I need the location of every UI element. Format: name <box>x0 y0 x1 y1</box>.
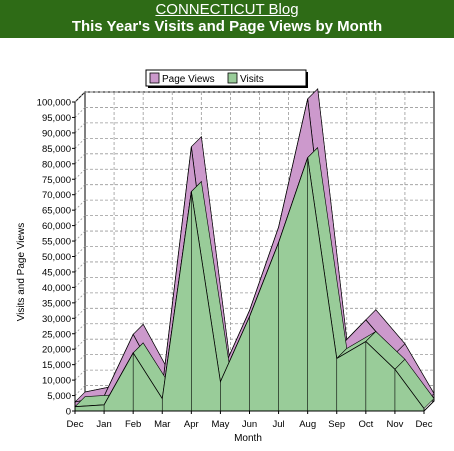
chart-title: This Year's Visits and Page Views by Mon… <box>71 18 383 35</box>
y-tick-label: 25,000 <box>42 329 71 340</box>
y-tick-label: 85,000 <box>42 144 71 155</box>
x-tick-label: Apr <box>184 419 199 430</box>
y-tick-label: 35,000 <box>42 298 71 309</box>
y-tick-label: 90,000 <box>42 128 71 139</box>
legend: Page Views Visits <box>145 69 308 88</box>
header-bar: CONNECTICUT Blog This Year's Visits and … <box>0 0 454 38</box>
legend-label: Page Views <box>162 74 215 85</box>
y-tick-label: 55,000 <box>42 237 71 248</box>
data-areas <box>74 87 435 412</box>
x-tick-label: Dec <box>416 419 433 430</box>
y-tick-label: 100,000 <box>37 98 71 109</box>
y-axis-label: Visits and Page Views <box>16 223 27 322</box>
y-tick-label: 45,000 <box>42 267 71 278</box>
x-tick-label: May <box>211 419 229 430</box>
y-tick-label: 40,000 <box>42 283 71 294</box>
x-axis-label: Month <box>234 433 262 444</box>
x-tick-label: Sep <box>328 419 345 430</box>
y-tick-label: 50,000 <box>42 252 71 263</box>
y-tick-labels: 0 5,000 10,000 15,000 20,000 25,000 30,000 35,0… <box>37 98 75 418</box>
y-tick-label: 65,000 <box>42 206 71 217</box>
x-tick-label: Dec <box>67 419 84 430</box>
x-tick-label: Jul <box>273 419 285 430</box>
x-tick-label: Feb <box>125 419 141 430</box>
x-tick-label: Mar <box>154 419 170 430</box>
y-tick-label: 75,000 <box>42 175 71 186</box>
legend-swatch <box>149 72 160 84</box>
y-tick-label: 5,000 <box>47 391 71 402</box>
legend-label: Visits <box>240 74 264 85</box>
y-tick-label: 20,000 <box>42 345 71 356</box>
y-tick-label: 30,000 <box>42 314 71 325</box>
legend-swatch <box>227 72 238 84</box>
y-tick-label: 60,000 <box>42 221 71 232</box>
blog-title-link[interactable]: CONNECTICUT Blog <box>155 1 299 18</box>
x-tick-label: Oct <box>358 419 373 430</box>
y-tick-label: 95,000 <box>42 113 71 124</box>
x-tick-label: Jan <box>96 419 111 430</box>
x-tick-label: Nov <box>386 419 403 430</box>
x-axis-depth <box>423 400 435 412</box>
y-tick-label: 10,000 <box>42 376 71 387</box>
x-tick-label: Aug <box>299 419 316 430</box>
y-tick-label: 0 <box>66 407 71 418</box>
y-tick-label: 80,000 <box>42 159 71 170</box>
x-tick-label: Jun <box>242 419 257 430</box>
legend-box <box>145 69 307 87</box>
y-tick-label: 70,000 <box>42 190 71 201</box>
x-tick-labels: Dec Jan Feb Mar Apr May Jun Jul Aug Sep Oct Nov Dec <box>67 411 433 430</box>
y-tick-label: 15,000 <box>42 360 71 371</box>
